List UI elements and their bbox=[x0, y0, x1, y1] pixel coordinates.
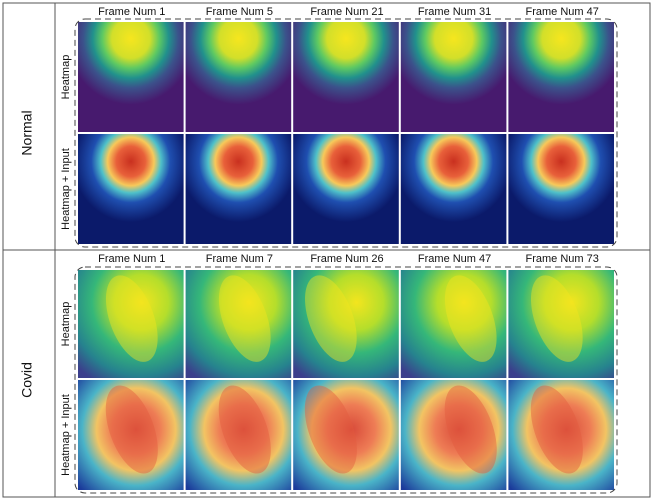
row-label: Heatmap + Input bbox=[60, 394, 72, 476]
heat-blob bbox=[305, 275, 357, 362]
frame-image bbox=[78, 134, 184, 244]
frame-label: Frame Num 5 bbox=[206, 6, 273, 18]
frame-image bbox=[185, 380, 292, 490]
frame-label: Frame Num 21 bbox=[310, 6, 383, 18]
frame-image bbox=[185, 22, 292, 132]
frame-image bbox=[78, 380, 184, 490]
heat-blob bbox=[530, 385, 583, 474]
heat-blob bbox=[444, 385, 497, 474]
heat-blob bbox=[218, 275, 271, 362]
frame-label: Frame Num 7 bbox=[206, 253, 273, 265]
frame-label: Frame Num 1 bbox=[98, 253, 165, 265]
frame-image bbox=[400, 134, 507, 244]
frame-image bbox=[400, 380, 507, 490]
frame-image bbox=[293, 270, 399, 378]
row-label: Heatmap + Input bbox=[60, 148, 72, 230]
frame-image bbox=[78, 22, 184, 132]
frame-label: Frame Num 1 bbox=[98, 6, 165, 18]
frame-label: Frame Num 47 bbox=[418, 253, 491, 265]
heat-blob bbox=[304, 385, 357, 474]
section-label: Covid bbox=[19, 362, 35, 398]
frame-image bbox=[78, 270, 184, 378]
frame-label: Frame Num 26 bbox=[310, 253, 383, 265]
row-label: Heatmap bbox=[60, 55, 72, 100]
frame-image bbox=[508, 22, 614, 132]
group-outline bbox=[74, 266, 618, 494]
frame-label: Frame Num 31 bbox=[418, 6, 491, 18]
frame-image bbox=[185, 134, 292, 244]
frame-image bbox=[508, 380, 614, 490]
row-label: Heatmap bbox=[60, 302, 72, 347]
section-label: Normal bbox=[19, 110, 35, 155]
heat-blob bbox=[530, 275, 583, 362]
frame-image bbox=[400, 22, 507, 132]
heat-blob bbox=[105, 385, 158, 474]
frame-image bbox=[508, 270, 614, 378]
heat-blob bbox=[105, 275, 158, 362]
frame-image bbox=[293, 380, 399, 490]
frame-image bbox=[293, 134, 399, 244]
frame-image bbox=[185, 270, 292, 378]
heat-blob bbox=[218, 385, 271, 474]
frame-image bbox=[293, 22, 399, 132]
frame-label: Frame Num 47 bbox=[526, 6, 599, 18]
group-outline bbox=[74, 18, 618, 248]
frame-image bbox=[400, 270, 507, 378]
frame-image bbox=[508, 134, 614, 244]
frame-label: Frame Num 73 bbox=[526, 253, 599, 265]
heat-blob bbox=[444, 275, 497, 362]
